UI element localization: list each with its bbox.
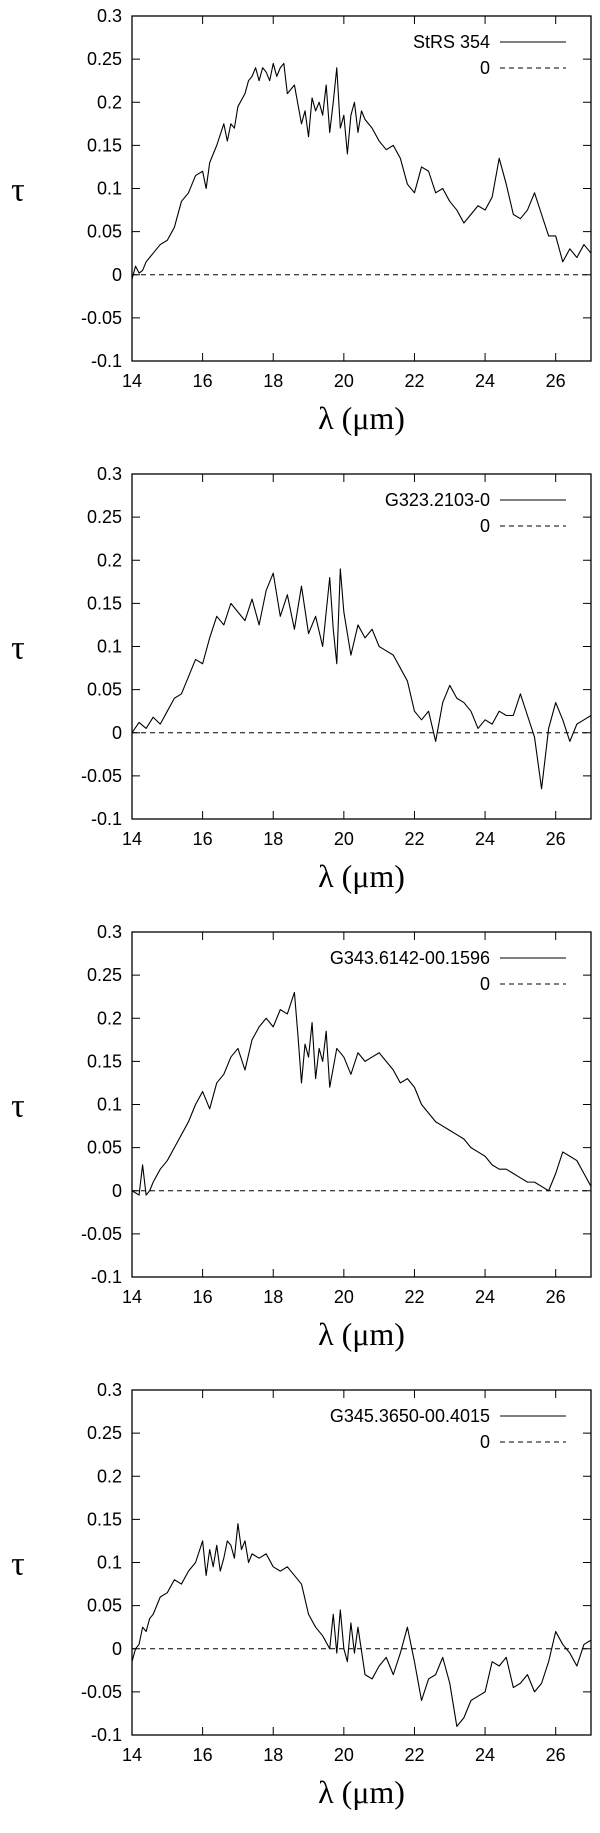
y-tick-label: -0.1 [91, 809, 122, 829]
x-tick-label: 22 [404, 1745, 424, 1765]
x-tick-label: 16 [193, 371, 213, 391]
y-tick-label: 0.05 [87, 1138, 122, 1158]
y-tick-label: 0.1 [97, 1553, 122, 1573]
y-tick-label: 0.25 [87, 1423, 122, 1443]
legend-label: 0 [480, 1432, 490, 1452]
y-tick-label: 0.3 [97, 1380, 122, 1400]
x-axis-label: λ (μm) [318, 1316, 405, 1352]
spectrum-line [131, 1523, 592, 1727]
y-tick-label: 0.3 [97, 922, 122, 942]
x-tick-label: 26 [546, 829, 566, 849]
x-tick-label: 14 [122, 1287, 142, 1307]
y-tick-label: 0 [112, 1639, 122, 1659]
y-tick-label: 0.25 [87, 965, 122, 985]
legend-label: 0 [480, 516, 490, 536]
x-tick-label: 24 [475, 371, 495, 391]
y-tick-label: -0.1 [91, 1725, 122, 1745]
chart-panel: -0.1 -0.05 0 0.05 0.1 0.15 0.2 0.25 0.3 14 16 18 20 2… [11, 464, 592, 894]
legend-label: G345.3650-00.4015 [330, 1406, 490, 1426]
x-tick-label: 26 [546, 1745, 566, 1765]
y-tick-label: 0.2 [97, 550, 122, 570]
y-tick-label: 0 [112, 1181, 122, 1201]
y-tick-label: 0.2 [97, 92, 122, 112]
x-axis-label: λ (μm) [318, 1774, 405, 1810]
y-axis-label: τ [11, 172, 25, 209]
y-tick-label: -0.05 [81, 1224, 122, 1244]
plot-frame [131, 1389, 592, 1736]
y-tick-label: 0 [112, 723, 122, 743]
x-tick-label: 22 [404, 829, 424, 849]
x-tick-label: 20 [334, 829, 354, 849]
plot-frame [131, 473, 592, 820]
y-tick-label: -0.05 [81, 308, 122, 328]
chart-panel: -0.1 -0.05 0 0.05 0.1 0.15 0.2 0.25 0.3 14 16 18 20 2… [11, 922, 592, 1352]
y-tick-label: 0.15 [87, 593, 122, 613]
plot-frame [131, 15, 592, 362]
x-tick-label: 26 [546, 371, 566, 391]
x-tick-label: 16 [193, 1287, 213, 1307]
spectrum-line [131, 62, 592, 280]
y-tick-label: 0.05 [87, 222, 122, 242]
y-tick-label: 0.25 [87, 507, 122, 527]
x-tick-label: 14 [122, 1745, 142, 1765]
y-axis-label: τ [11, 1088, 25, 1125]
y-tick-label: 0.3 [97, 464, 122, 484]
y-tick-label: -0.1 [91, 351, 122, 371]
x-tick-label: 18 [263, 829, 283, 849]
legend-label: StRS 354 [413, 32, 490, 52]
y-tick-label: -0.05 [81, 766, 122, 786]
x-tick-label: 18 [263, 1287, 283, 1307]
x-tick-label: 22 [404, 371, 424, 391]
chart-panel: -0.1 -0.05 0 0.05 0.1 0.15 0.2 0.25 0.3 14 16 18 20 2… [11, 6, 592, 436]
y-tick-label: -0.05 [81, 1682, 122, 1702]
legend-label: 0 [480, 58, 490, 78]
x-tick-label: 20 [334, 1287, 354, 1307]
legend-label: G343.6142-00.1596 [330, 948, 490, 968]
x-tick-label: 20 [334, 1745, 354, 1765]
y-tick-label: 0.1 [97, 179, 122, 199]
y-tick-label: 0.3 [97, 6, 122, 26]
x-tick-label: 24 [475, 1287, 495, 1307]
y-tick-label: 0.15 [87, 1051, 122, 1071]
x-axis-label: λ (μm) [318, 400, 405, 436]
y-tick-label: 0.1 [97, 1095, 122, 1115]
chart-panel: -0.1 -0.05 0 0.05 0.1 0.15 0.2 0.25 0.3 14 16 18 20 2… [11, 1380, 592, 1810]
y-tick-label: 0.1 [97, 637, 122, 657]
y-tick-label: -0.1 [91, 1267, 122, 1287]
x-tick-label: 18 [263, 1745, 283, 1765]
x-tick-label: 14 [122, 371, 142, 391]
x-tick-label: 16 [193, 829, 213, 849]
y-tick-label: 0.15 [87, 135, 122, 155]
y-tick-label: 0.2 [97, 1466, 122, 1486]
x-tick-label: 18 [263, 371, 283, 391]
y-axis-label: τ [11, 630, 25, 667]
legend-label: G323.2103-0 [385, 490, 490, 510]
y-tick-label: 0.15 [87, 1509, 122, 1529]
spectrum-line [131, 991, 592, 1196]
x-tick-label: 22 [404, 1287, 424, 1307]
x-tick-label: 20 [334, 371, 354, 391]
y-tick-label: 0.05 [87, 680, 122, 700]
x-tick-label: 16 [193, 1745, 213, 1765]
plot-frame [131, 931, 592, 1278]
x-tick-label: 26 [546, 1287, 566, 1307]
y-axis-label: τ [11, 1546, 25, 1583]
y-tick-label: 0.25 [87, 49, 122, 69]
x-tick-label: 14 [122, 829, 142, 849]
y-tick-label: 0 [112, 265, 122, 285]
legend-label: 0 [480, 974, 490, 994]
spectrum-line [131, 568, 592, 790]
x-axis-label: λ (μm) [318, 858, 405, 894]
y-tick-label: 0.2 [97, 1008, 122, 1028]
y-tick-label: 0.05 [87, 1596, 122, 1616]
x-tick-label: 24 [475, 829, 495, 849]
x-tick-label: 24 [475, 1745, 495, 1765]
